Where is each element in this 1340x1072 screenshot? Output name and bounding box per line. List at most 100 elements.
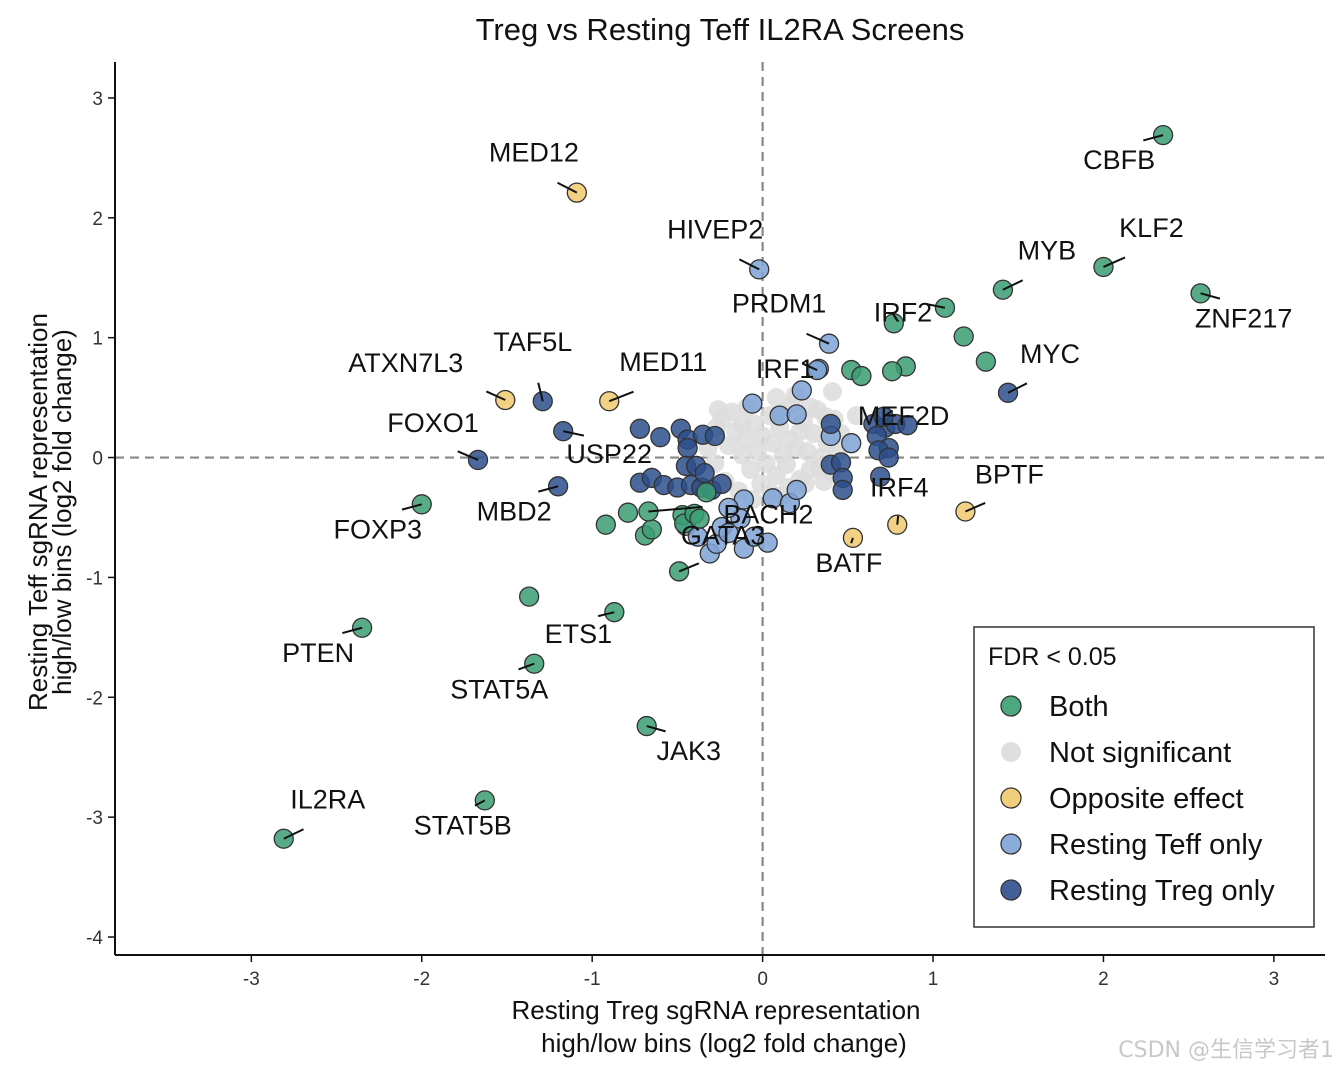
data-point — [791, 380, 812, 401]
label-connector — [850, 537, 854, 544]
data-point — [878, 447, 899, 468]
label-connector — [802, 362, 818, 371]
ticks: -3 -2 -1 0 1 2 3 -4 -3 -2 -1 0 1 2 3 — [86, 89, 1279, 990]
legend-swatch — [1001, 742, 1021, 762]
data-point — [518, 586, 540, 607]
data-point — [883, 313, 904, 334]
y-tick-label: 1 — [92, 329, 103, 350]
label-connector — [1103, 256, 1126, 268]
label-connector — [537, 382, 544, 402]
label-connector — [557, 181, 578, 194]
x-tick-label: 1 — [928, 969, 939, 990]
data-point — [718, 522, 739, 544]
label-connector — [806, 332, 830, 345]
x-tick-label: 3 — [1269, 969, 1280, 990]
legend-swatch — [1000, 695, 1022, 717]
data-point — [595, 514, 616, 535]
point-label: FOXP3 — [333, 514, 422, 544]
data-point — [769, 405, 790, 426]
point-label: ZNF217 — [1195, 303, 1293, 333]
data-point — [641, 519, 662, 540]
point-label: MED12 — [489, 138, 579, 168]
data-point — [766, 388, 786, 408]
y-tick-label: -4 — [86, 928, 103, 949]
data-point — [711, 473, 732, 495]
chart-title: Treg vs Resting Teff IL2RA Screens — [476, 12, 965, 47]
legend-label: Opposite effect — [1049, 783, 1244, 815]
legend-label: Resting Treg only — [1049, 875, 1275, 907]
point-label: BACH2 — [723, 499, 813, 529]
point-label: USP22 — [566, 439, 652, 469]
point-label: IRF4 — [870, 473, 929, 503]
data-point — [881, 361, 903, 382]
point-labels: IL2RA STAT5B JAK3 PTEN STAT5A ETS1 FOXP3 MBD2 FO… — [282, 134, 1293, 840]
point-label: PTEN — [282, 638, 354, 668]
x-tick-label: 2 — [1098, 969, 1109, 990]
data-point — [846, 406, 866, 426]
label-connector — [457, 450, 479, 461]
label-connector — [563, 430, 585, 437]
data-point — [732, 414, 752, 434]
point-label: ATXN7L3 — [348, 348, 463, 378]
data-point — [696, 482, 717, 503]
legend-label: Not significant — [1049, 737, 1231, 769]
label-connector — [474, 799, 486, 807]
data-point — [732, 445, 752, 465]
point-label: GATA3 — [681, 520, 766, 550]
y-tick-label: -2 — [86, 688, 103, 709]
point-label: BPTF — [975, 459, 1044, 489]
label-connector — [1002, 279, 1024, 291]
label-connector — [401, 503, 423, 511]
x-tick-label: -2 — [413, 969, 430, 990]
y-tick-label: 3 — [92, 89, 103, 110]
x-axis-label-line2: high/low bins (log2 fold change) — [541, 1028, 907, 1058]
point-label: FOXO1 — [387, 408, 479, 438]
point-label: MYB — [1018, 236, 1077, 266]
data-point — [650, 427, 671, 448]
data-point — [832, 479, 853, 501]
data-point — [617, 502, 639, 523]
label-connector — [738, 258, 760, 271]
label-connector — [608, 390, 634, 403]
legend-swatch — [1000, 787, 1022, 809]
y-axis-label-line1: Resting Teff sgRNA representation — [23, 313, 53, 711]
point-label: ETS1 — [545, 619, 613, 649]
label-connector — [896, 515, 900, 525]
point-label: MYC — [1020, 339, 1080, 369]
data-point — [870, 466, 891, 487]
label-connector — [648, 505, 703, 513]
data-point — [757, 532, 778, 553]
data-point — [742, 393, 763, 414]
point-label: PRDM1 — [732, 289, 827, 319]
data-point — [629, 418, 651, 439]
label-connector — [678, 562, 700, 573]
watermark: CSDN @生信学习者1 — [1118, 1038, 1334, 1063]
point-label: STAT5A — [450, 675, 548, 705]
data-point — [841, 433, 862, 454]
data-point — [975, 351, 997, 372]
label-connector — [597, 611, 615, 618]
y-tick-label: -3 — [86, 808, 103, 829]
data-point — [790, 421, 810, 441]
data-point — [677, 437, 698, 459]
point-label: MED11 — [619, 347, 707, 377]
point-label: MBD2 — [477, 496, 552, 526]
label-connector — [1007, 382, 1028, 394]
point-label: IRF1 — [756, 354, 815, 384]
x-tick-label: 0 — [757, 969, 768, 990]
data-point — [776, 455, 796, 475]
x-tick-label: -3 — [243, 969, 260, 990]
point-label: JAK3 — [656, 736, 721, 766]
point-label: BATF — [815, 548, 882, 578]
data-point — [694, 462, 715, 484]
label-connector — [538, 485, 559, 493]
data-point — [897, 415, 918, 436]
legend: FDR < 0.05 Both Not significant Opposite e… — [973, 626, 1315, 928]
legend-box — [973, 626, 1315, 928]
data-point — [736, 430, 756, 450]
point-label: KLF2 — [1119, 213, 1184, 243]
label-connector — [1143, 134, 1164, 142]
data-point — [822, 382, 842, 402]
y-tick-label: 0 — [92, 449, 103, 470]
point-label: IRF2 — [874, 298, 933, 328]
